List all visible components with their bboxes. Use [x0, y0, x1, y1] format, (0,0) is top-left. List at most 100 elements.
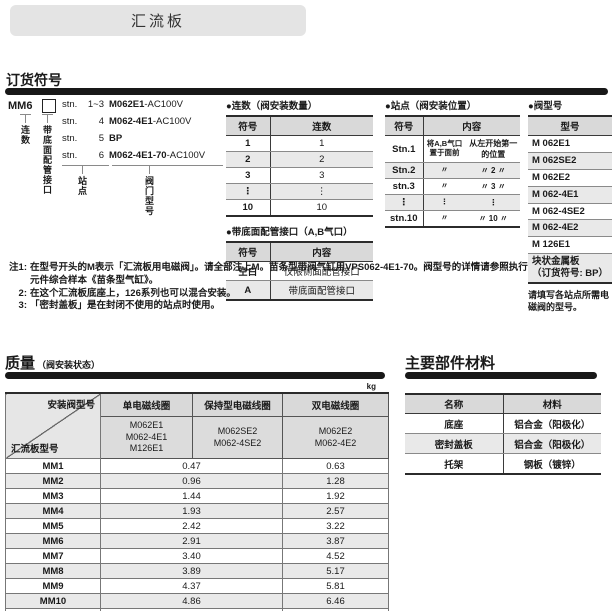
table-row: Stn.2 〃〃 2 〃 — [385, 162, 520, 179]
col-header: 连数 — [269, 116, 373, 136]
table-row: MM7 3.40 4.52 — [5, 548, 389, 565]
table-row: MM2 0.96 1.28 — [5, 473, 389, 490]
note-item: 3: 「密封盖板」是在封闭不使用的站点时使用。 — [18, 300, 221, 312]
table-row: MM5 2.42 3.22 — [5, 518, 389, 535]
table-row: MM1 0.47 0.63 — [5, 458, 389, 475]
port-table: 符号 内容 空白 仅限侧面配管接口 A 带底面配管接口 — [226, 241, 373, 301]
col-header: 双电磁线圈 — [282, 392, 389, 417]
ordering-divider-bar — [5, 88, 608, 95]
valve-model: M062E1 — [109, 99, 145, 110]
label-valve-model: 阀门型号 — [144, 176, 154, 216]
stn-number: 5 — [98, 133, 104, 144]
col-header: 内容 — [422, 116, 520, 136]
table-row: stn.10 〃〃 10 〃 — [385, 210, 520, 228]
col-header: 保持型电磁线圈 — [192, 392, 283, 417]
col-header: 型号 — [528, 116, 612, 136]
station-table-title: ●站点（阀安装位置） — [385, 101, 477, 112]
links-connector — [25, 114, 26, 123]
col-header: 符号 — [226, 116, 270, 136]
note-item: 注1: 在型号开头的M表示「汇流板用电磁阀」。请全部注上M。苗条型带阀气缸用VP… — [9, 262, 528, 286]
label-station: 站点 — [77, 176, 87, 196]
col-header: 符号 — [226, 242, 270, 262]
materials-heading: 主要部件材料 — [405, 355, 496, 372]
table-row: M 062E1 — [528, 135, 612, 153]
table-row: ⋮ ⋮ — [226, 183, 373, 200]
label-bottom-port: 带底面配管接口 — [42, 125, 52, 195]
header-row: M062E1 M062-4E1 M126E1 M062SE2 M062-4SE2… — [6, 415, 389, 460]
table-row: M 062-4E1 — [528, 186, 612, 204]
station-column: ●站点（阀安装位置） 符号 内容 Stn.1 将A,B气口 置于面前 从左开始第一… — [385, 98, 520, 228]
stn-number: 4 — [98, 116, 104, 127]
table-row: 10 10 — [226, 199, 373, 217]
port-connector — [47, 114, 48, 123]
model-prefix: MM6 — [8, 100, 33, 112]
table-row: MM6 2.91 3.87 — [5, 533, 389, 550]
station-table: 符号 内容 Stn.1 将A,B气口 置于面前 从左开始第一的位置 Stn.2 〃… — [385, 115, 520, 228]
table-row: A 带底面配管接口 — [226, 280, 373, 301]
page-title: 汇流板 — [10, 5, 306, 36]
model-underline — [112, 165, 223, 166]
col-header: 材料 — [502, 394, 601, 414]
table-row: M 062-4E2 — [528, 219, 612, 238]
ordering-line: stn. 1~3 M062E1 -AC100V — [62, 99, 227, 110]
table-row: 阀单体0.330.49 — [5, 608, 389, 611]
station-underline — [62, 165, 109, 166]
stn-label: stn. — [62, 99, 78, 110]
model-table-footnote: 请填写各站点所需电磁阀的型号。 — [528, 289, 610, 313]
mass-section: 质量 （阀安装状态） kg 安装阀型号 汇流板型号 单电磁线圈 保持型电磁线圈 … — [5, 352, 389, 611]
valve-voltage: -AC100V — [166, 150, 206, 161]
model-table-title: ●阀型号 — [528, 101, 563, 112]
valve-model: M062-4E1 — [109, 116, 153, 127]
materials-divider-bar — [405, 372, 597, 379]
valve-model-column: ●阀型号 型号 M 062E1 M 062SE2 M 062E2 M 062-4… — [528, 98, 612, 314]
valve-voltage: -AC100V — [144, 99, 183, 110]
label-links: 连数 — [20, 125, 30, 145]
links-table-title: ●连数（阀安装数量） — [226, 101, 318, 112]
mass-table: 安装阀型号 汇流板型号 单电磁线圈 保持型电磁线圈 双电磁线圈 M062E1 M… — [5, 392, 389, 611]
col-header: 符号 — [385, 116, 423, 136]
stn-label: stn. — [62, 133, 78, 144]
table-row: MM8 3.89 5.17 — [5, 563, 389, 580]
table-row: 底座 铝合金（阳极化） — [405, 413, 601, 434]
ordering-line: stn. 6 M062-4E1-70 -AC100V — [62, 150, 227, 161]
valve-model: M062-4E1-70 — [109, 150, 167, 161]
note-item: 2: 在这个汇流板底座上，126系列也可以混合安装。 — [18, 287, 236, 299]
table-row: 密封盖板 铝合金（阳极化） — [405, 433, 601, 454]
model-tick — [149, 166, 150, 174]
valve-model: BP — [109, 133, 123, 144]
unit-label: kg — [366, 382, 376, 391]
header-row: 安装阀型号 汇流板型号 单电磁线圈 保持型电磁线圈 双电磁线圈 — [5, 392, 389, 460]
table-row: stn.3 〃〃 3 〃 — [385, 178, 520, 195]
stn-label: stn. — [62, 150, 78, 161]
table-row: ⋮ ⋮ ⋮ — [385, 194, 520, 211]
ordering-line: stn. 4 M062-4E1 -AC100V — [62, 116, 227, 127]
mass-heading: 质量 （阀安装状态） — [5, 355, 101, 372]
materials-table: 名称 材料 底座 铝合金（阳极化） 密封盖板 铝合金（阳极化） 托架 钢板（镀锌） — [405, 393, 601, 475]
table-row: MM9 4.37 5.81 — [5, 578, 389, 595]
stn-number: 6 — [98, 150, 104, 161]
table-row: 托架 钢板（镀锌） — [405, 453, 601, 475]
option-box — [42, 99, 56, 113]
col-header: 内容 — [269, 242, 373, 262]
ordering-heading: 订货符号 — [6, 72, 62, 88]
stn-label: stn. — [62, 116, 78, 127]
port-table-title: ●带底面配管接口（A,B气口） — [226, 227, 353, 238]
col-header: 名称 — [405, 394, 503, 414]
col-header: 单电磁线圈 — [100, 392, 193, 417]
stn-number: 1~3 — [87, 99, 104, 110]
table-row: M 126E1 — [528, 236, 612, 255]
table-row: M 062-4SE2 — [528, 203, 612, 221]
table-row: MM3 1.44 1.92 — [5, 488, 389, 505]
table-row: M 062E2 — [528, 169, 612, 187]
notes-block: 注1: 在型号开头的M表示「汇流板用电磁阀」。请全部注上M。苗条型带阀气缸用VP… — [5, 262, 529, 313]
ordering-code-diagram: MM6 stn. 1~3 M062E1 -AC100V stn. 4 M062-… — [5, 98, 223, 222]
valve-voltage: -AC100V — [152, 116, 192, 127]
diagonal-header-cell: 安装阀型号 汇流板型号 — [5, 392, 101, 460]
table-row: M 062SE2 — [528, 152, 612, 170]
valve-model-table: 型号 M 062E1 M 062SE2 M 062E2 M 062-4E1 M … — [528, 115, 612, 284]
ordering-line: stn. 5 BP — [62, 133, 227, 144]
